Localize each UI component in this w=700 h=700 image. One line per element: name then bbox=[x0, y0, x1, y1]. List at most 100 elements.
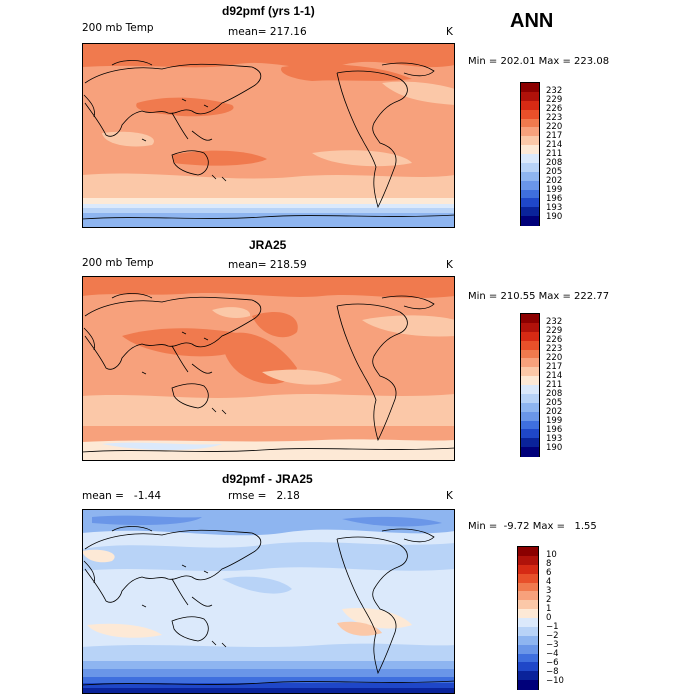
colorbar-cell bbox=[521, 180, 539, 190]
colorbar-tick-label: 190 bbox=[546, 442, 563, 453]
colorbar-cell bbox=[521, 447, 539, 457]
colorbar-cell bbox=[521, 376, 539, 386]
colorbar-cell bbox=[521, 393, 539, 404]
colorbar-tick-label: 223 bbox=[546, 112, 563, 123]
map-3-warm-4 bbox=[87, 623, 162, 638]
map-3-warm-1 bbox=[82, 549, 115, 563]
colorbar-tick-label: 211 bbox=[546, 379, 563, 390]
map-3-warm-2 bbox=[342, 607, 412, 629]
map-1-pacific-warm bbox=[172, 150, 267, 166]
colorbar-cell bbox=[518, 626, 538, 637]
panel-1-mean-label: mean= 217.16 bbox=[228, 26, 307, 38]
colorbar-tick-label: 193 bbox=[546, 433, 563, 444]
colorbar-tick-label: 208 bbox=[546, 388, 563, 399]
panel-2-map bbox=[82, 276, 455, 461]
colorbar-cell bbox=[518, 609, 538, 619]
colorbar-cell bbox=[521, 127, 539, 137]
colorbar-tick-label: −8 bbox=[546, 666, 559, 677]
colorbar-cell bbox=[518, 582, 538, 592]
colorbar-tick-label: 232 bbox=[546, 85, 563, 96]
colorbar-cell bbox=[518, 555, 538, 566]
colorbar-tick-label: −6 bbox=[546, 657, 559, 668]
map-2-nh-warm bbox=[82, 276, 455, 298]
map-2-coastlines bbox=[82, 293, 455, 453]
colorbar-tick-label: 0 bbox=[546, 612, 552, 623]
colorbar-tick-label: 202 bbox=[546, 175, 563, 186]
colorbar-tick-label: 217 bbox=[546, 130, 563, 141]
colorbar-tick-label: 1 bbox=[546, 603, 552, 614]
colorbar-cell bbox=[518, 671, 538, 681]
panel-1-minmax: Min = 202.01 Max = 223.08 bbox=[468, 56, 610, 67]
panel-1-colorbar bbox=[520, 82, 540, 226]
colorbar-cell bbox=[521, 109, 539, 119]
colorbar-tick-label: 220 bbox=[546, 121, 563, 132]
colorbar-cell bbox=[521, 198, 539, 208]
map-1-band-208 bbox=[82, 204, 455, 208]
map-1-cool-patch-1 bbox=[102, 131, 154, 147]
colorbar-cell bbox=[518, 573, 538, 583]
colorbar-cell bbox=[521, 402, 539, 413]
colorbar-tick-label: 6 bbox=[546, 567, 552, 578]
colorbar-tick-label: −1 bbox=[546, 621, 559, 632]
colorbar-tick-label: 217 bbox=[546, 361, 563, 372]
colorbar-cell bbox=[521, 314, 539, 324]
map-3-nh-colder bbox=[92, 515, 202, 525]
colorbar-tick-label: 196 bbox=[546, 424, 563, 435]
map-3-nh-cold bbox=[82, 509, 455, 536]
colorbar-tick-label: 3 bbox=[546, 585, 552, 596]
colorbar-tick-label: 223 bbox=[546, 343, 563, 354]
season-label: ANN bbox=[510, 10, 554, 32]
colorbar-cell bbox=[521, 100, 539, 111]
colorbar-cell bbox=[521, 411, 539, 421]
colorbar-tick-label: 220 bbox=[546, 352, 563, 363]
colorbar-tick-label: 214 bbox=[546, 139, 563, 150]
colorbar-cell bbox=[521, 340, 539, 350]
colorbar-tick-label: 205 bbox=[546, 397, 563, 408]
colorbar-tick-label: 199 bbox=[546, 415, 563, 426]
panel-2-units: K bbox=[446, 259, 453, 271]
colorbar-cell bbox=[521, 420, 539, 430]
colorbar-cell bbox=[521, 145, 539, 155]
colorbar-cell bbox=[518, 653, 538, 663]
map-3-mid-cool bbox=[82, 542, 455, 571]
map-3-coastlines bbox=[82, 526, 455, 686]
colorbar-cell bbox=[521, 429, 539, 439]
colorbar-cell bbox=[521, 331, 539, 342]
colorbar-tick-label: −3 bbox=[546, 639, 559, 650]
colorbar-tick-label: 205 bbox=[546, 166, 563, 177]
colorbar-cell bbox=[521, 385, 539, 395]
colorbar-tick-label: 208 bbox=[546, 157, 563, 168]
colorbar-tick-label: 193 bbox=[546, 202, 563, 213]
colorbar-cell bbox=[518, 680, 538, 690]
colorbar-tick-label: 226 bbox=[546, 103, 563, 114]
colorbar-tick-label: 211 bbox=[546, 148, 563, 159]
map-2-pole-blue bbox=[102, 442, 222, 450]
map-2-pacific-warm bbox=[252, 311, 298, 338]
panel-3-colorbar bbox=[517, 546, 539, 690]
colorbar-tick-label: 229 bbox=[546, 94, 563, 105]
colorbar-cell bbox=[521, 136, 539, 146]
colorbar-cell bbox=[521, 171, 539, 182]
colorbar-cell bbox=[521, 154, 539, 164]
colorbar-tick-label: 4 bbox=[546, 576, 552, 587]
colorbar-cell bbox=[521, 189, 539, 199]
map-3-tropic-cool bbox=[222, 576, 292, 594]
colorbar-tick-label: 214 bbox=[546, 370, 563, 381]
map-1-band-211 bbox=[82, 198, 455, 204]
colorbar-cell bbox=[518, 547, 538, 557]
map-3-nh-colder-2 bbox=[342, 516, 442, 527]
map-3-sh-cool bbox=[82, 643, 455, 661]
colorbar-tick-label: 196 bbox=[546, 193, 563, 204]
panel-3-rmse-label: rmse = 2.18 bbox=[228, 490, 300, 502]
map-2-asia-warm bbox=[122, 328, 248, 357]
colorbar-tick-label: 190 bbox=[546, 211, 563, 222]
colorbar-cell bbox=[521, 358, 539, 368]
colorbar-tick-label: 10 bbox=[546, 549, 557, 560]
colorbar-cell bbox=[521, 322, 539, 333]
panel-1-title: d92pmf (yrs 1-1) bbox=[222, 4, 315, 18]
panel-1-map bbox=[82, 43, 455, 228]
map-1-sh-light bbox=[82, 173, 455, 198]
panel-3-map bbox=[82, 509, 455, 694]
panel-2-title: JRA25 bbox=[249, 238, 287, 252]
map-3-band-m8 bbox=[82, 683, 455, 688]
